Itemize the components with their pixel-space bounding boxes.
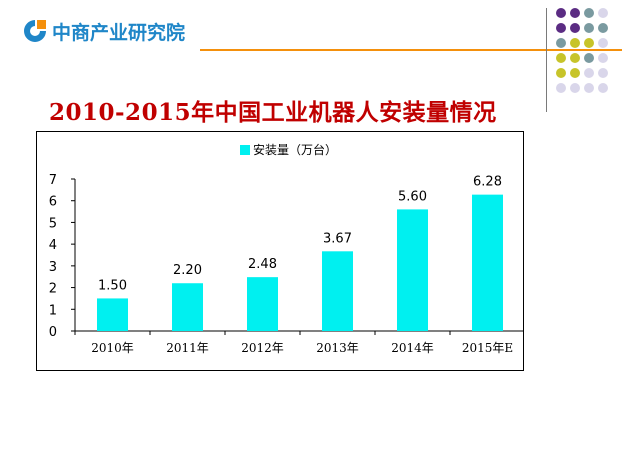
data-label: 2.48 xyxy=(248,257,277,272)
brand-logo: 中商产业研究院 xyxy=(22,18,185,44)
y-tick-label: 2 xyxy=(49,282,57,297)
x-tick-label: 2014年 xyxy=(391,341,434,355)
data-label: 5.60 xyxy=(398,189,427,204)
decor-dot xyxy=(598,83,608,93)
decor-dot xyxy=(570,53,580,63)
decor-dot xyxy=(570,23,580,33)
decor-divider xyxy=(546,8,547,112)
bar-2 xyxy=(172,283,203,331)
decor-dot xyxy=(556,83,566,93)
decor-dot xyxy=(598,23,608,33)
brand-name: 中商产业研究院 xyxy=(52,21,186,44)
decor-dot xyxy=(584,53,594,63)
x-tick-label: 2010年 xyxy=(91,341,134,355)
y-tick-label: 6 xyxy=(49,195,57,210)
logo-mark-icon xyxy=(24,20,46,42)
decor-dot-grid xyxy=(556,8,608,93)
data-label: 3.67 xyxy=(323,231,352,246)
decor-dot xyxy=(556,53,566,63)
x-tick-label: 2013年 xyxy=(316,341,359,355)
decor-dot xyxy=(556,8,566,18)
decor-dot xyxy=(556,38,566,48)
chart-frame: 安装量（万台） 0 1 2 3 4 5 6 7 1.50 2010年 2.20 2011年 2.48 201… xyxy=(36,131,524,371)
decor-dot xyxy=(570,38,580,48)
y-tick-label: 1 xyxy=(49,303,57,318)
header-rule xyxy=(200,49,622,51)
slide-title: 2010-2015年中国工业机器人安装量情况 xyxy=(49,99,497,126)
x-tick-label: 2011年 xyxy=(166,341,209,355)
y-tick-label: 5 xyxy=(49,216,57,231)
decor-dot xyxy=(598,8,608,18)
decor-dot xyxy=(598,53,608,63)
bar-6 xyxy=(472,194,503,331)
decor-dot xyxy=(584,8,594,18)
decor-dot xyxy=(584,23,594,33)
decor-dot xyxy=(584,83,594,93)
chart-legend: 安装量（万台） xyxy=(240,142,337,157)
data-label: 2.20 xyxy=(173,263,202,278)
y-tick-label: 3 xyxy=(49,260,57,275)
bar-5 xyxy=(397,209,428,331)
bar-4 xyxy=(322,251,353,331)
decor-dot xyxy=(598,38,608,48)
legend-label: 安装量（万台） xyxy=(253,142,337,157)
decor-dot xyxy=(584,68,594,78)
y-tick-label: 7 xyxy=(49,173,57,188)
bar-1 xyxy=(97,298,128,331)
decor-dot xyxy=(570,68,580,78)
data-label: 6.28 xyxy=(473,175,502,190)
decor-dot xyxy=(556,68,566,78)
x-tick-label: 2015年E xyxy=(462,341,513,355)
legend-swatch xyxy=(240,145,250,155)
bar-3 xyxy=(247,277,278,331)
decor-dot xyxy=(598,68,608,78)
data-label: 1.50 xyxy=(98,278,127,293)
decor-dot xyxy=(584,38,594,48)
y-tick-label: 0 xyxy=(49,325,57,340)
decor-dot xyxy=(570,8,580,18)
bar-chart: 安装量（万台） 0 1 2 3 4 5 6 7 1.50 2010年 2.20 2011年 2.48 201… xyxy=(49,142,523,355)
decor-dot xyxy=(556,23,566,33)
decor-dot xyxy=(570,83,580,93)
x-tick-label: 2012年 xyxy=(241,341,284,355)
y-tick-label: 4 xyxy=(49,238,57,253)
